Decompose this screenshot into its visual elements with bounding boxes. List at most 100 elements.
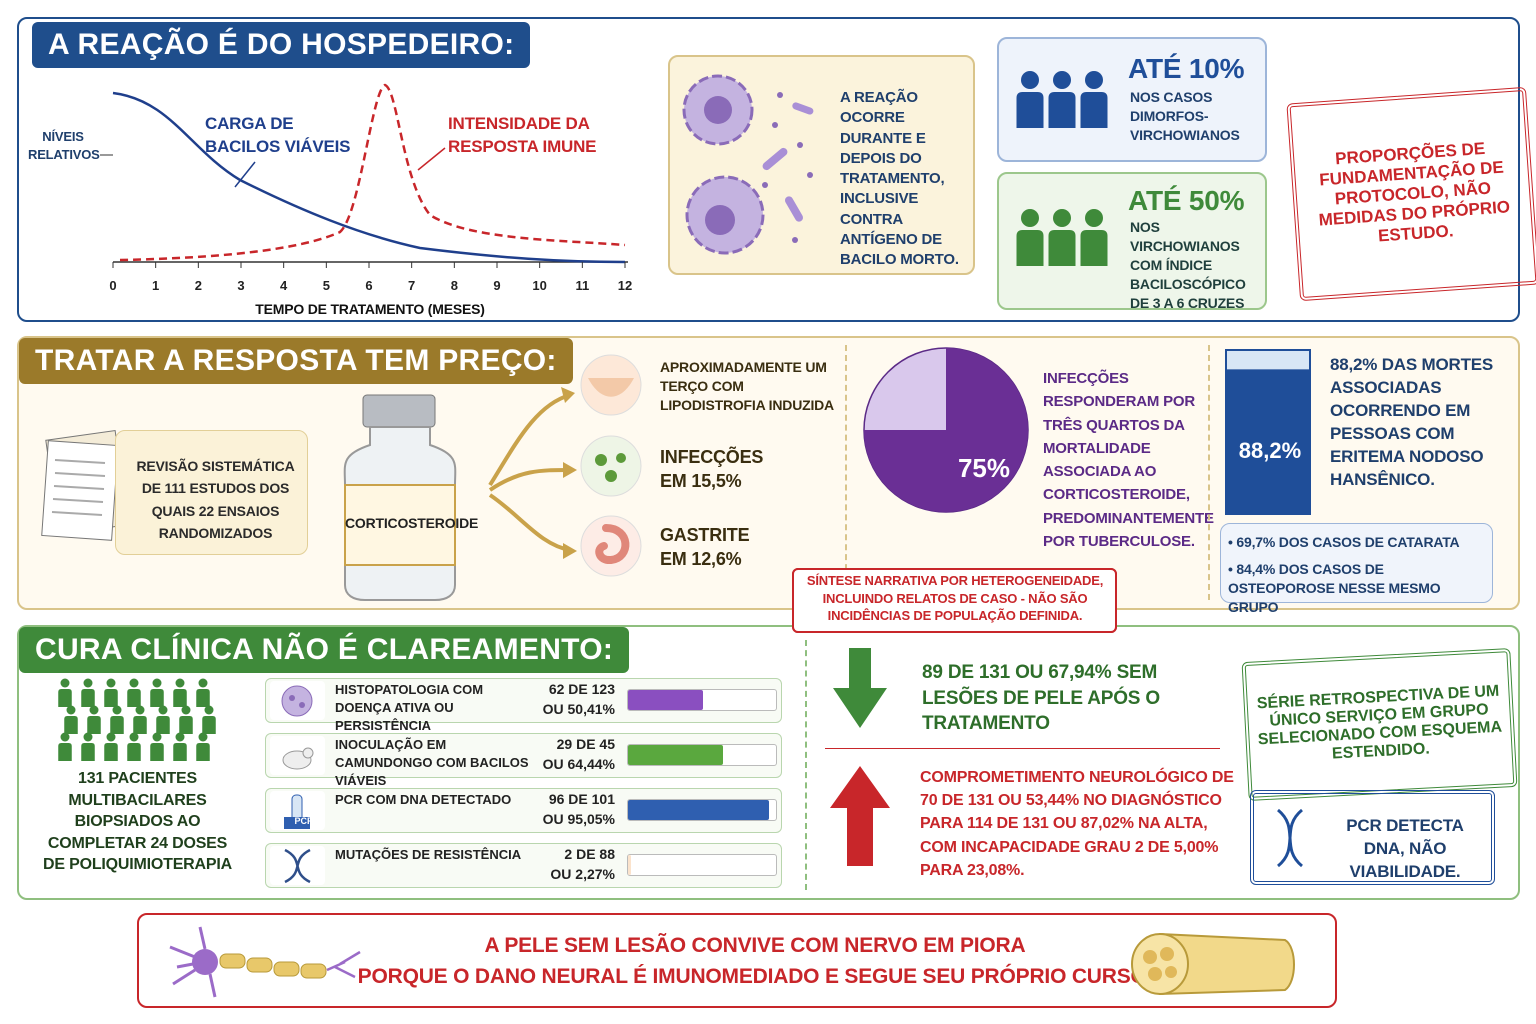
row-count: 2 DE 88 bbox=[564, 846, 615, 862]
effect-text: INFECÇÕES EM 15,5% bbox=[660, 447, 764, 492]
x-tick-label: 5 bbox=[323, 278, 330, 293]
x-tick-label: 11 bbox=[575, 278, 589, 293]
person-icon bbox=[81, 689, 95, 707]
person-icon bbox=[135, 705, 145, 715]
separator bbox=[845, 345, 847, 600]
x-tick-label: 2 bbox=[195, 278, 202, 293]
x-label: TEMPO DE TRATAMENTO (MESES) bbox=[255, 301, 485, 317]
row-icon bbox=[282, 747, 314, 770]
person-icon bbox=[89, 705, 99, 715]
arrows bbox=[488, 387, 577, 559]
bar-fill bbox=[628, 690, 703, 710]
x-tick-label: 10 bbox=[532, 278, 546, 293]
row-icon bbox=[284, 848, 311, 884]
row-count: 62 DE 123 bbox=[548, 681, 615, 697]
bar-label: 88,2% bbox=[1239, 438, 1301, 463]
person-icon bbox=[129, 678, 139, 688]
bar-fill bbox=[628, 800, 769, 820]
stamp-frame bbox=[1250, 790, 1495, 885]
separator bbox=[805, 640, 807, 890]
person-icon bbox=[58, 689, 72, 707]
review-box bbox=[115, 430, 308, 555]
review-text: REVISÃO SISTEMÁTICA DE 111 ESTUDOS DOS Q… bbox=[136, 458, 295, 542]
row-label: MUTAÇÕES DE RESISTÊNCIA bbox=[335, 847, 522, 862]
row-count: 29 DE 45 bbox=[556, 736, 615, 752]
stat-text: NOS CASOS DIMORFOS-VIRCHOWIANOS bbox=[1130, 89, 1240, 143]
person-icon bbox=[156, 716, 170, 734]
x-tick-label: 0 bbox=[109, 278, 116, 293]
leader-line bbox=[234, 161, 256, 188]
x-tick-label: 1 bbox=[152, 278, 159, 293]
person-icon bbox=[175, 678, 185, 688]
person-icon bbox=[112, 705, 122, 715]
row-icon-box bbox=[270, 791, 325, 830]
person-icon bbox=[129, 732, 139, 742]
x-tick-label: 9 bbox=[493, 278, 500, 293]
person-icon bbox=[127, 689, 141, 707]
person-icon bbox=[83, 678, 93, 688]
dna-icon bbox=[1277, 808, 1303, 868]
person-icon bbox=[1016, 230, 1044, 266]
bacilli-curve bbox=[112, 91, 626, 264]
neuron-icon bbox=[169, 926, 361, 998]
person-icon bbox=[106, 678, 116, 688]
person-icon bbox=[152, 732, 162, 742]
note: SÍNTESE NARRATIVA POR HETEROGENEIDADE, I… bbox=[806, 573, 1104, 624]
person-icon bbox=[60, 678, 70, 688]
section-title: CURA CLÍNICA NÃO É CLAREAMENTO: bbox=[19, 627, 630, 673]
skin-outcome: 89 DE 131 OU 67,94% SEM LESÕES DE PELE A… bbox=[922, 662, 1160, 735]
curve-label: CARGA DE BACILOS VIÁVEIS bbox=[205, 114, 351, 156]
person-icon bbox=[204, 705, 214, 715]
footer-box bbox=[137, 913, 1337, 1008]
bar-fill bbox=[628, 745, 724, 765]
row-icon bbox=[281, 685, 313, 717]
bullets-box bbox=[1220, 523, 1493, 603]
person-icon bbox=[127, 743, 141, 761]
x-tick-label: 7 bbox=[408, 278, 415, 293]
person-icon bbox=[173, 743, 187, 761]
pie-chart: 75% bbox=[863, 347, 1029, 513]
nerve-icon bbox=[1131, 932, 1295, 996]
bacilli-illustration bbox=[682, 74, 814, 255]
person-icon bbox=[196, 743, 210, 761]
stamp-text: PCR DETECTA DNA, NÃO VIABILIDADE. bbox=[1346, 816, 1464, 881]
bottle-label: CORTICOSTEROIDE bbox=[345, 515, 479, 531]
nerve-outcome: COMPROMETIMENTO NEUROLÓGICO DE 70 DE 131… bbox=[920, 769, 1234, 879]
row-count: 96 DE 101 bbox=[548, 791, 615, 807]
person-icon bbox=[1085, 71, 1103, 89]
person-icon bbox=[198, 732, 208, 742]
person-icon bbox=[83, 732, 93, 742]
stamp: SÉRIE RETROSPECTIVA DE UM ÚNICO SERVIÇO … bbox=[1241, 648, 1518, 801]
person-icon bbox=[1021, 209, 1039, 227]
person-icon bbox=[81, 743, 95, 761]
effect-text: GASTRITE EM 12,6% bbox=[660, 525, 750, 570]
pie-slice bbox=[864, 348, 1028, 512]
person-icon bbox=[1080, 92, 1108, 128]
section-reaction bbox=[17, 17, 1520, 322]
row-value-label: OU 64,44% bbox=[542, 756, 615, 772]
person-icon bbox=[1085, 209, 1103, 227]
person-icon bbox=[150, 743, 164, 761]
person-icon bbox=[87, 716, 101, 734]
person-icon bbox=[181, 705, 191, 715]
x-tick-label: 8 bbox=[451, 278, 458, 293]
person-icon bbox=[175, 732, 185, 742]
trend-arrows bbox=[830, 648, 890, 866]
separator bbox=[1208, 345, 1210, 600]
person-icon bbox=[66, 705, 76, 715]
effect-text: APROXIMADAMENTE UM TERÇO COM LIPODISTROF… bbox=[660, 359, 834, 413]
effect-icons bbox=[580, 354, 642, 577]
footer-line: A PELE SEM LESÃO CONVIVE COM NERVO EM PI… bbox=[484, 934, 1026, 957]
x-tick-label: 4 bbox=[280, 278, 288, 293]
person-icon bbox=[1080, 230, 1108, 266]
person-icon bbox=[58, 743, 72, 761]
bar-track bbox=[627, 854, 777, 876]
divider bbox=[825, 748, 1220, 749]
tank-text: 88,2% DAS MORTES ASSOCIADAS OCORRENDO EM… bbox=[1330, 355, 1494, 489]
person-icon bbox=[1048, 230, 1076, 266]
note-frame bbox=[792, 568, 1117, 633]
pie-text: INFECÇÕES RESPONDERAM POR TRÊS QUARTOS D… bbox=[1043, 370, 1214, 550]
pie-label: 75% bbox=[958, 453, 1010, 483]
x-tick-label: 3 bbox=[237, 278, 244, 293]
